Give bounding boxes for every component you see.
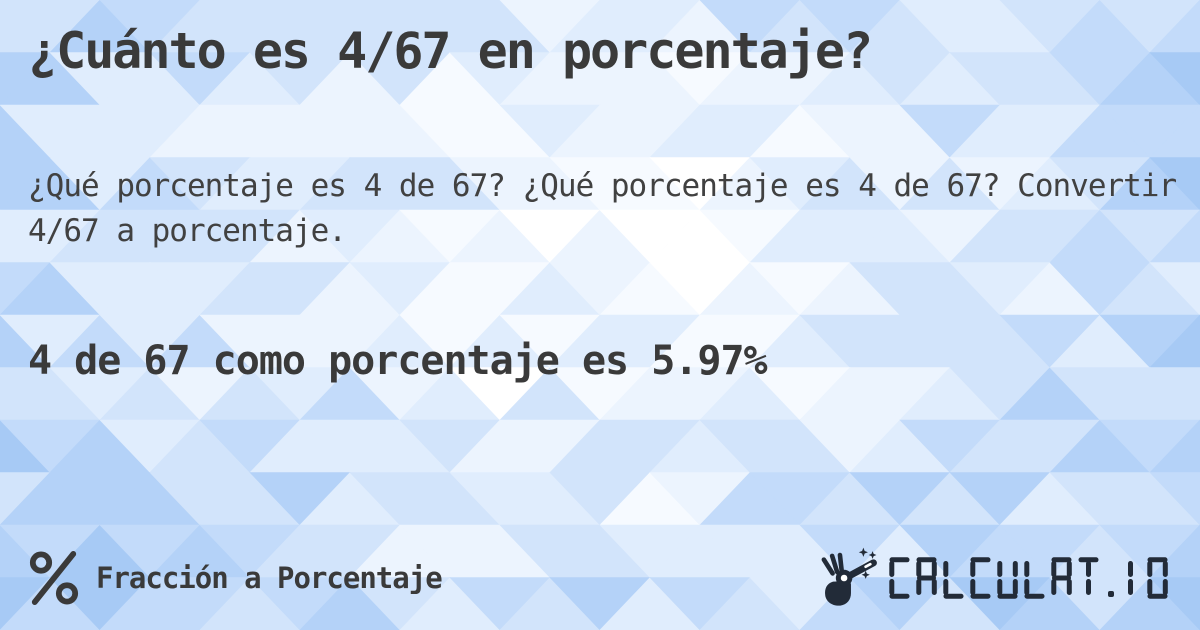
- logo-text: [889, 557, 1168, 599]
- page-description: ¿Qué porcentaje es 4 de 67? ¿Qué porcent…: [28, 168, 1177, 249]
- answer-text: 4 de 67 como porcentaje es 5.97%: [28, 338, 768, 384]
- category-label: Fracción a Porcentaje: [96, 561, 443, 595]
- category-badge: Fracción a Porcentaje: [28, 549, 443, 607]
- magic-wand-hand-icon: [821, 547, 877, 606]
- footer: Fracción a Porcentaje: [28, 544, 1174, 612]
- page-title: ¿Cuánto es 4/67 en porcentaje?: [28, 22, 873, 80]
- calculatio-logo[interactable]: [811, 547, 1174, 609]
- percent-icon: [29, 551, 79, 605]
